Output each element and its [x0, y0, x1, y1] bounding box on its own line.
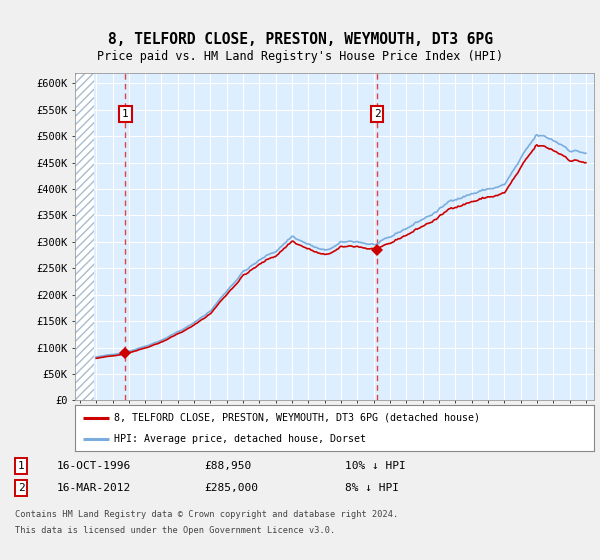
Text: 16-MAR-2012: 16-MAR-2012 [57, 483, 131, 493]
Text: Price paid vs. HM Land Registry's House Price Index (HPI): Price paid vs. HM Land Registry's House … [97, 50, 503, 63]
Text: 2: 2 [374, 109, 380, 119]
Text: HPI: Average price, detached house, Dorset: HPI: Average price, detached house, Dors… [114, 434, 366, 444]
Text: £88,950: £88,950 [204, 461, 251, 471]
Text: This data is licensed under the Open Government Licence v3.0.: This data is licensed under the Open Gov… [15, 526, 335, 535]
Text: £285,000: £285,000 [204, 483, 258, 493]
Text: 8, TELFORD CLOSE, PRESTON, WEYMOUTH, DT3 6PG: 8, TELFORD CLOSE, PRESTON, WEYMOUTH, DT3… [107, 32, 493, 48]
Text: 10% ↓ HPI: 10% ↓ HPI [345, 461, 406, 471]
Text: 16-OCT-1996: 16-OCT-1996 [57, 461, 131, 471]
Text: Contains HM Land Registry data © Crown copyright and database right 2024.: Contains HM Land Registry data © Crown c… [15, 511, 398, 520]
Text: 8% ↓ HPI: 8% ↓ HPI [345, 483, 399, 493]
Text: 1: 1 [17, 461, 25, 471]
Text: 8, TELFORD CLOSE, PRESTON, WEYMOUTH, DT3 6PG (detached house): 8, TELFORD CLOSE, PRESTON, WEYMOUTH, DT3… [114, 413, 480, 423]
Text: 1: 1 [122, 109, 129, 119]
Text: 2: 2 [17, 483, 25, 493]
